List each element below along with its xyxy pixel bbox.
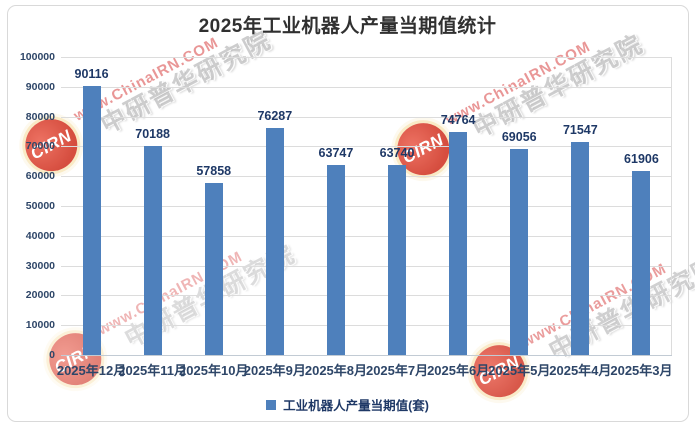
x-tick-label: 2025年11月 [118, 363, 187, 378]
bar [204, 183, 223, 355]
x-tick-label: 2025年10月 [179, 363, 249, 378]
y-tick-label: 90000 [25, 80, 55, 93]
x-tick-label: 2025年9月 [243, 363, 306, 378]
legend: 工业机器人产量当期值(套) [0, 395, 695, 414]
bar-value-label: 71547 [562, 123, 598, 137]
x-tick-label: 2025年8月 [304, 363, 368, 378]
x-tick-label: 2025年3月 [610, 363, 673, 378]
bar [632, 171, 651, 355]
gridline [61, 86, 672, 88]
gridline [61, 176, 672, 178]
legend-marker-icon [266, 399, 277, 410]
bar [510, 149, 529, 355]
bar-value-label: 90116 [74, 67, 109, 81]
bar [388, 165, 407, 355]
bar-value-label: 76287 [257, 109, 293, 123]
gridline [61, 57, 672, 58]
y-tick-label: 80000 [25, 110, 55, 123]
bar-value-label: 57858 [196, 164, 232, 178]
bar [326, 165, 345, 355]
y-tick-label: 50000 [25, 200, 55, 212]
gridline [61, 295, 672, 297]
x-tick-label: 2025年4月 [549, 363, 612, 378]
y-tick-label: 60000 [25, 170, 55, 183]
gridline [61, 235, 672, 237]
gridline [61, 206, 672, 207]
gridline [61, 325, 672, 327]
bar-value-label: 61906 [624, 152, 659, 166]
y-tick-label: 20000 [25, 289, 55, 302]
bar-value-label: 74764 [440, 113, 476, 127]
bar [449, 132, 468, 355]
gridline [61, 265, 672, 267]
x-axis-line [61, 355, 672, 356]
bar-value-label: 69056 [501, 130, 537, 144]
bar [82, 86, 101, 355]
legend-label: 工业机器人产量当期值(套) [283, 399, 429, 413]
gridline [61, 146, 672, 148]
gridline [61, 116, 672, 118]
plot-area: 100000 90000 80000 70000 60000 50000 40000 3000… [20, 51, 673, 378]
y-tick-label: 40000 [25, 229, 55, 242]
bar [143, 146, 162, 355]
y-tick-label: 70000 [25, 140, 55, 153]
chart-title: 2025年工业机器人产量当期值统计 [198, 16, 497, 37]
y-tick-label: 30000 [25, 259, 55, 272]
bar [571, 142, 590, 355]
bar [265, 128, 284, 355]
bar-value-label: 63747 [318, 146, 354, 160]
bar-value-label: 63740 [379, 146, 415, 160]
chart-frame [7, 5, 689, 422]
y-tick-label: 100000 [19, 51, 55, 63]
y-tick-label: 10000 [25, 319, 55, 332]
bar-value-label: 70188 [135, 127, 171, 141]
x-tick-label: 2025年7月 [365, 363, 429, 378]
